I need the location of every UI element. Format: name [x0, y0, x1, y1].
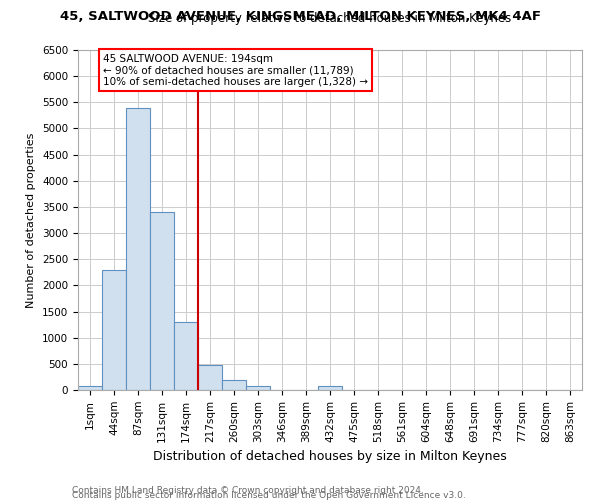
Bar	[246, 386, 270, 390]
Text: 45, SALTWOOD AVENUE, KINGSMEAD, MILTON KEYNES, MK4 4AF: 45, SALTWOOD AVENUE, KINGSMEAD, MILTON K…	[59, 10, 541, 23]
Y-axis label: Number of detached properties: Number of detached properties	[26, 132, 37, 308]
Text: Contains public sector information licensed under the Open Government Licence v3: Contains public sector information licen…	[72, 491, 466, 500]
Bar	[198, 365, 222, 390]
Bar	[150, 212, 174, 390]
Bar	[126, 108, 150, 390]
Title: Size of property relative to detached houses in Milton Keynes: Size of property relative to detached ho…	[148, 12, 512, 25]
Text: 45 SALTWOOD AVENUE: 194sqm
← 90% of detached houses are smaller (11,789)
10% of : 45 SALTWOOD AVENUE: 194sqm ← 90% of deta…	[103, 54, 368, 87]
Bar	[318, 386, 342, 390]
Bar	[222, 380, 246, 390]
Text: Contains HM Land Registry data © Crown copyright and database right 2024.: Contains HM Land Registry data © Crown c…	[72, 486, 424, 495]
X-axis label: Distribution of detached houses by size in Milton Keynes: Distribution of detached houses by size …	[153, 450, 507, 463]
Bar	[78, 386, 102, 390]
Bar	[174, 322, 198, 390]
Bar	[102, 270, 126, 390]
